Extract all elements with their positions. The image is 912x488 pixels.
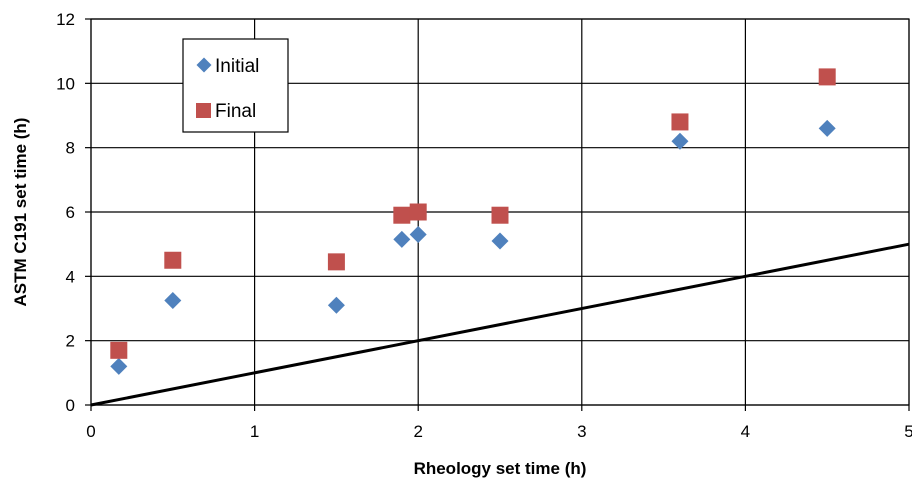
legend-marker-initial: [196, 57, 212, 73]
y-tick-label: 0: [66, 396, 75, 415]
data-point-final: [409, 203, 427, 221]
y-tick-label: 8: [66, 139, 75, 158]
data-point-initial: [671, 132, 689, 150]
data-point-final: [491, 206, 509, 224]
data-point-initial: [327, 296, 345, 314]
data-points-layer: [110, 68, 836, 375]
data-point-initial: [110, 357, 128, 375]
legend-marker-final: [196, 103, 211, 118]
x-axis-title: Rheology set time (h): [414, 459, 587, 478]
reference-line: [90, 242, 910, 407]
x-tick-label: 5: [904, 422, 912, 441]
x-tick-label: 4: [741, 422, 750, 441]
grid-layer: [85, 18, 910, 411]
y-axis-title: ASTM C191 set time (h): [11, 118, 30, 307]
x-tick-label: 2: [413, 422, 422, 441]
data-point-initial: [818, 119, 836, 137]
reference-line-layer: [90, 242, 910, 407]
legend: Initial Final: [182, 38, 289, 133]
x-tick-label: 0: [86, 422, 95, 441]
data-point-initial: [491, 232, 509, 250]
y-tick-label: 4: [66, 267, 75, 286]
y-tick-label: 10: [56, 74, 75, 93]
legend-label-initial: Initial: [215, 56, 259, 77]
data-point-final: [164, 251, 182, 269]
data-point-final: [110, 341, 128, 359]
y-tick-label: 6: [66, 203, 75, 222]
data-point-final: [327, 253, 345, 271]
legend-label-final: Final: [215, 101, 256, 122]
data-point-initial: [409, 226, 427, 244]
data-point-initial: [164, 291, 182, 309]
data-point-final: [818, 68, 836, 86]
data-point-initial: [393, 230, 411, 248]
y-tick-label: 12: [56, 10, 75, 29]
data-point-final: [393, 206, 411, 224]
x-tick-label: 3: [577, 422, 586, 441]
x-tick-label: 1: [250, 422, 259, 441]
y-tick-label: 2: [66, 332, 75, 351]
data-point-final: [671, 113, 689, 131]
